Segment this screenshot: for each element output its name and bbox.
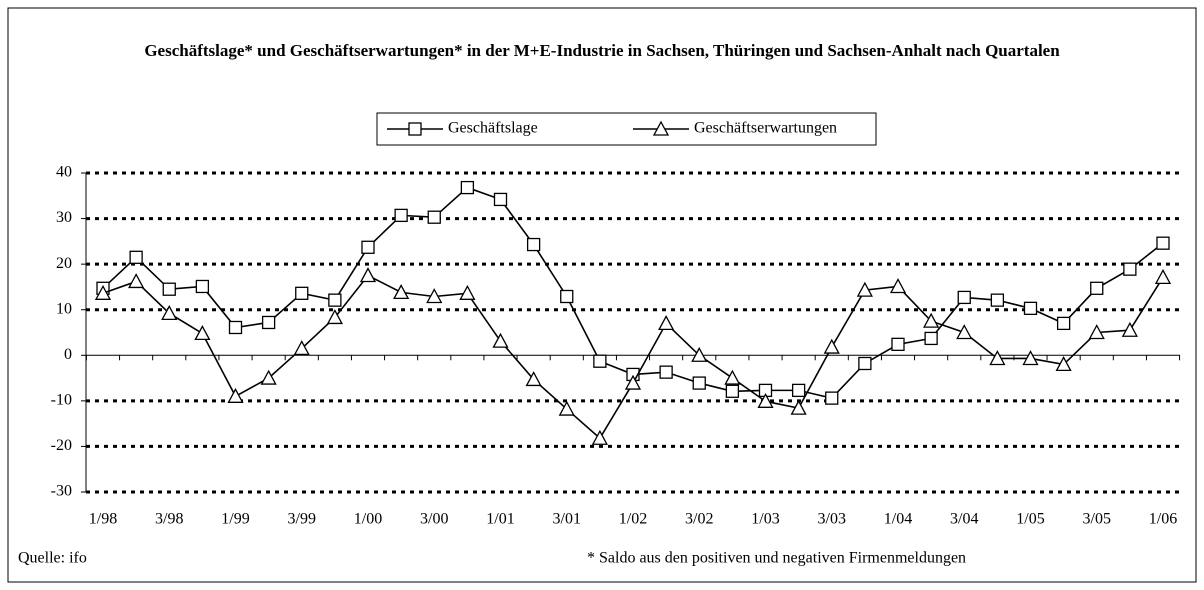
- point: [823, 338, 840, 354]
- x-tick-label: 1/98: [89, 511, 117, 528]
- point: [990, 293, 1005, 307]
- point: [359, 267, 377, 283]
- x-tick-label: 3/02: [685, 511, 713, 528]
- y-tick-label: 0: [64, 346, 72, 363]
- point: [692, 376, 706, 390]
- point: [891, 337, 905, 351]
- point: [560, 289, 574, 304]
- x-tick-label: 1/03: [751, 511, 779, 528]
- point: [493, 192, 508, 207]
- point: [426, 288, 443, 304]
- legend-label: Geschäftslage: [448, 120, 538, 137]
- point: [328, 293, 342, 307]
- x-tick-label: 1/01: [486, 511, 514, 528]
- y-tick-label: -20: [51, 437, 72, 454]
- point: [1022, 350, 1039, 366]
- point: [525, 371, 542, 387]
- x-tick-label: 3/01: [553, 511, 581, 528]
- point: [393, 284, 410, 300]
- x-tick-label: 3/98: [155, 511, 183, 528]
- footnote: * Saldo aus den positiven und negativen …: [587, 550, 966, 567]
- x-tick-label: 3/05: [1083, 511, 1111, 528]
- point: [691, 346, 708, 362]
- x-tick-label: 1/00: [354, 511, 382, 528]
- source: Quelle: ifo: [18, 550, 87, 567]
- point: [591, 429, 608, 445]
- point: [923, 312, 940, 328]
- point: [1056, 316, 1071, 331]
- y-tick-label: 40: [56, 164, 72, 181]
- point: [558, 400, 575, 416]
- point: [658, 315, 675, 331]
- x-tick-label: 3/03: [818, 511, 846, 528]
- point: [724, 369, 741, 385]
- x-tick-label: 1/04: [884, 511, 912, 528]
- point: [326, 309, 343, 325]
- point: [659, 365, 673, 379]
- point: [757, 392, 774, 408]
- y-tick-label: -30: [51, 483, 72, 500]
- y-tick-label: -10: [51, 392, 72, 409]
- legend-marker: [408, 122, 422, 136]
- y-tick-label: 10: [56, 300, 72, 317]
- point: [593, 354, 607, 368]
- point: [394, 208, 408, 223]
- y-tick-label: 30: [56, 209, 72, 226]
- point: [227, 387, 244, 403]
- x-tick-label: 1/06: [1149, 511, 1177, 528]
- point: [956, 324, 973, 340]
- frame: [7, 7, 1197, 583]
- point: [725, 384, 740, 398]
- point: [1156, 236, 1170, 250]
- point: [1090, 281, 1104, 295]
- point: [361, 240, 375, 254]
- point: [228, 320, 243, 335]
- x-tick-label: 3/99: [288, 511, 316, 528]
- point: [791, 383, 806, 398]
- y-tick-label: 20: [56, 255, 72, 272]
- point: [459, 284, 476, 300]
- point: [957, 290, 971, 305]
- point: [427, 210, 441, 224]
- point: [624, 374, 642, 390]
- point: [293, 340, 310, 356]
- point: [460, 180, 475, 195]
- point: [924, 331, 938, 346]
- point: [1121, 321, 1138, 337]
- point: [889, 278, 907, 294]
- point: [260, 369, 277, 385]
- point: [790, 399, 807, 415]
- legend-box: [376, 112, 877, 146]
- point: [856, 281, 873, 297]
- point: [1055, 356, 1072, 372]
- point: [194, 325, 211, 341]
- point: [858, 356, 872, 371]
- x-tick-label: 1/02: [619, 511, 647, 528]
- point: [989, 350, 1006, 366]
- point: [261, 315, 276, 330]
- legend-label: Geschäftserwartungen: [694, 120, 837, 137]
- x-tick-label: 3/00: [420, 511, 448, 528]
- point: [1088, 324, 1105, 340]
- point: [128, 273, 145, 289]
- x-tick-label: 1/99: [221, 511, 249, 528]
- chart-title: Geschäftslage* und Geschäftserwartungen*…: [144, 41, 1060, 60]
- point: [161, 304, 178, 321]
- point: [94, 284, 112, 300]
- point: [162, 282, 176, 296]
- x-tick-label: 3/04: [950, 511, 978, 528]
- point: [129, 250, 143, 264]
- point: [825, 391, 839, 405]
- point: [492, 332, 509, 348]
- point: [1123, 262, 1137, 276]
- legend-marker: [652, 120, 670, 136]
- point: [1023, 301, 1038, 315]
- point: [295, 286, 309, 300]
- point: [526, 237, 541, 252]
- point: [195, 279, 210, 294]
- x-tick-label: 1/05: [1016, 511, 1044, 528]
- point: [1154, 268, 1172, 285]
